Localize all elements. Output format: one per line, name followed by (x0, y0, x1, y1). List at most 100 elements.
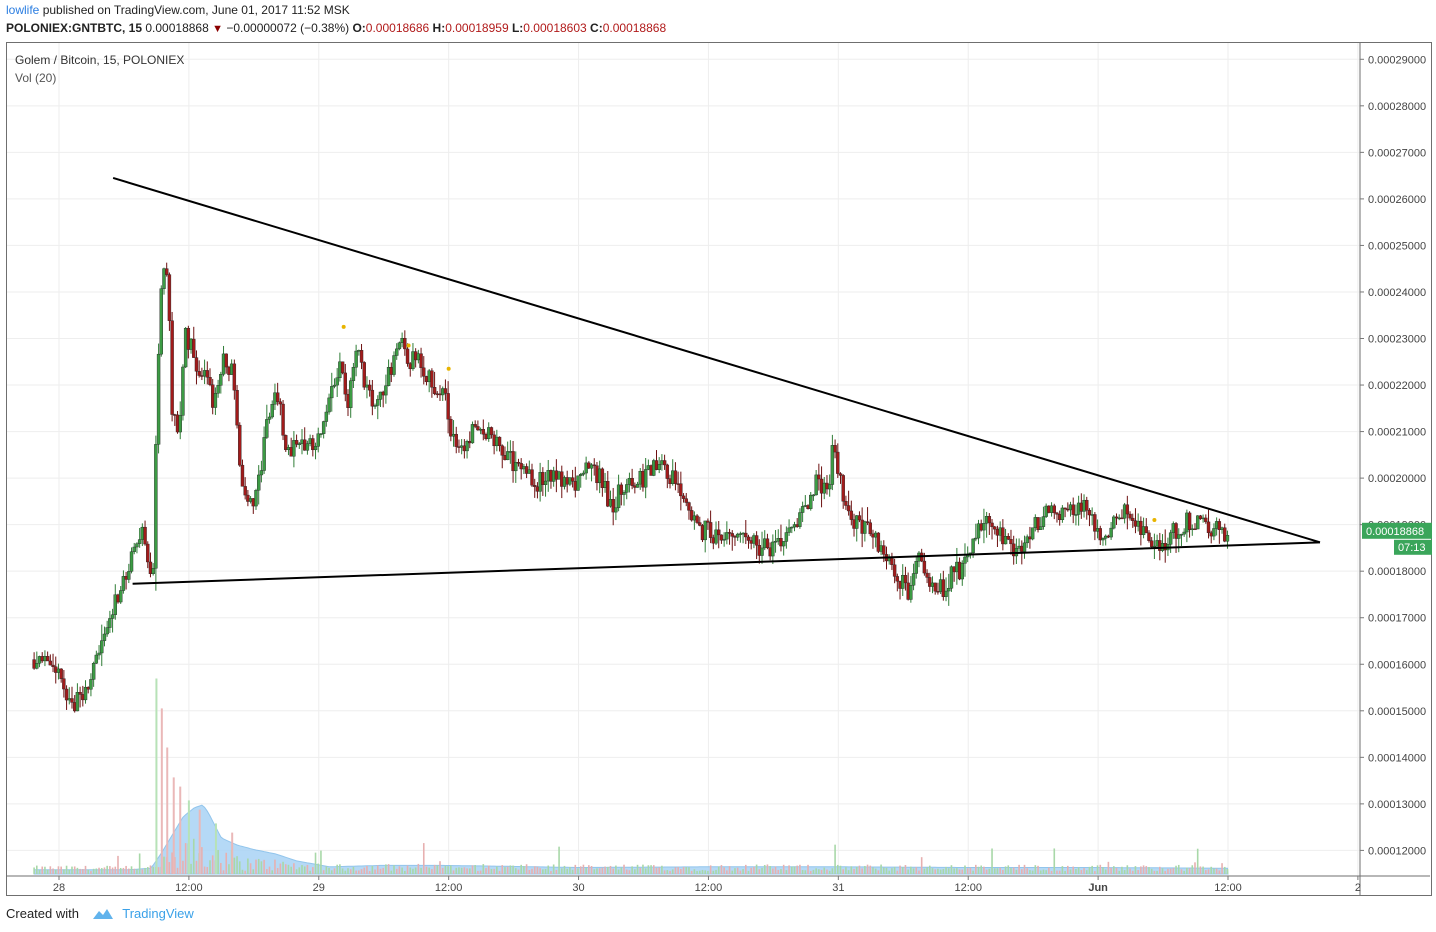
volume-bar (363, 867, 366, 874)
volume-bar (512, 865, 514, 874)
volume-bar (263, 859, 265, 874)
candle-body (281, 403, 285, 436)
volume-bar (1064, 870, 1066, 874)
volume-bar (46, 869, 49, 874)
volume-bar (339, 864, 341, 874)
volume-bar (772, 868, 774, 874)
author-link[interactable]: lowlife (6, 3, 40, 17)
volume-bar (260, 861, 263, 874)
volume-bar (163, 856, 165, 874)
volume-bar (937, 868, 939, 874)
volume-bar (1221, 863, 1223, 874)
candle-body (1225, 535, 1230, 542)
volume-bar (368, 871, 371, 874)
volume-bar (274, 859, 276, 874)
candle-body (987, 516, 992, 524)
candle-body (1120, 517, 1124, 520)
volume-bar (864, 865, 866, 874)
candle-body (798, 512, 802, 527)
volume-bar (1148, 867, 1150, 874)
time-tick-label: 12:00 (1214, 882, 1242, 894)
candle-body (817, 474, 821, 480)
candle-body (294, 440, 299, 445)
candle-body (592, 464, 596, 467)
volume-bar (252, 869, 255, 874)
volume-bar (736, 867, 739, 874)
volume-bar (693, 869, 696, 874)
candle-body (219, 374, 223, 386)
volume-bar (598, 868, 601, 874)
volume-bar (953, 868, 955, 874)
volume-bar (758, 869, 761, 874)
candle-body (760, 547, 764, 556)
volume-bar (812, 869, 815, 874)
volume-bar (1107, 861, 1110, 874)
down-arrow-icon: ▼ (212, 23, 223, 35)
high-label: H: (432, 21, 446, 35)
volume-bar (314, 852, 317, 874)
volume-bar (482, 864, 485, 874)
candle-body (321, 421, 326, 434)
volume-bar (1153, 870, 1156, 874)
markers (341, 324, 1157, 522)
volume-bar (1056, 870, 1058, 874)
volume-bar (991, 848, 993, 874)
footer: Created with TradingView (6, 906, 194, 921)
volume-bar (1110, 867, 1112, 874)
candle-body (1193, 528, 1197, 531)
candle-body (473, 424, 477, 427)
candle-body (570, 477, 575, 482)
candle-body (1174, 523, 1178, 539)
volume-bar (92, 868, 95, 874)
candle-body (814, 474, 818, 496)
volume-bar (1194, 862, 1196, 874)
volume-bar (347, 868, 349, 874)
price-tick-label: 0.00013000 (1368, 799, 1426, 811)
volume-bar (190, 863, 192, 874)
volume-bar (1115, 867, 1118, 874)
volume-bar (433, 864, 436, 874)
volume-bar (268, 866, 271, 874)
volume-bar (498, 870, 501, 874)
price-axis: 0.00012000 0.00013000 0.00014000 0.00015000… (1359, 43, 1432, 896)
candle-body (330, 386, 334, 399)
volume-bar (634, 869, 636, 874)
candle-body (332, 384, 337, 387)
volume-bar (763, 864, 766, 874)
high-value: 0.00018959 (445, 21, 509, 35)
volume-bar (996, 868, 999, 874)
volume-bar (831, 868, 834, 874)
volume-bar (136, 869, 138, 874)
volume-bar (677, 867, 679, 874)
volume-bar (1018, 864, 1020, 874)
volume-bar (322, 870, 325, 874)
candle-body (102, 633, 107, 641)
volume-bar (220, 862, 222, 874)
candle-body (722, 538, 726, 541)
volume-bar (44, 866, 46, 874)
tradingview-link[interactable]: TradingView (122, 906, 194, 921)
volume-bar (1104, 869, 1107, 874)
volume-bar (1029, 870, 1031, 874)
volume-bar (915, 867, 918, 874)
volume-bar (382, 867, 384, 874)
candle-body (1144, 526, 1148, 534)
candle-body (960, 563, 964, 580)
volume-bar (168, 862, 171, 874)
candle-body (830, 445, 835, 485)
volume-bar (601, 867, 604, 874)
volume-bar (912, 868, 915, 874)
volume-bar (531, 868, 533, 874)
volume-bar (1096, 865, 1099, 874)
volume-bar (569, 866, 571, 874)
candle-body (481, 429, 486, 435)
volume-bar (1226, 868, 1229, 874)
time-tick-label: Jun (1088, 882, 1108, 894)
candle-body (411, 351, 415, 370)
volume-bar (552, 864, 555, 874)
volume-bar (974, 864, 977, 874)
volume-bar (620, 867, 623, 874)
candle-body (476, 426, 480, 431)
candle-body (714, 529, 718, 544)
